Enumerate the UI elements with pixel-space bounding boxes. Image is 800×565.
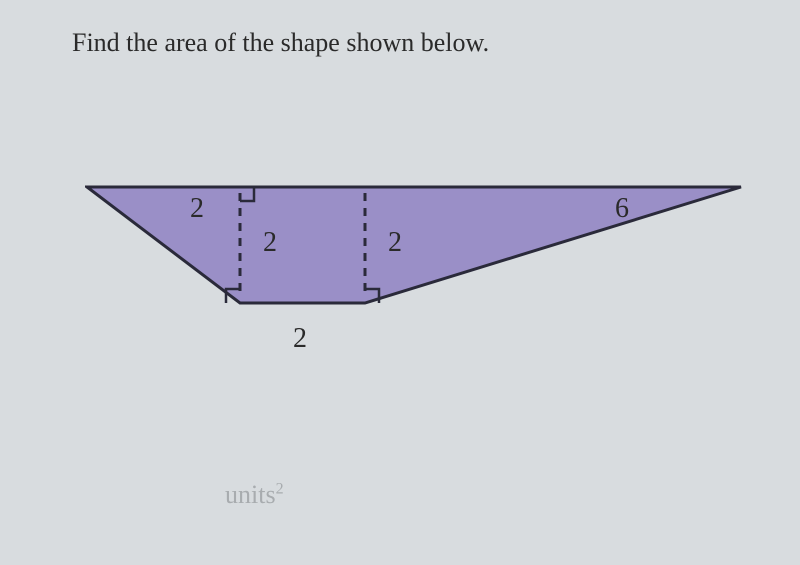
polygon-fill	[87, 187, 741, 303]
units-text: units	[225, 480, 276, 509]
shape-svg	[85, 185, 745, 365]
units-exponent: 2	[276, 480, 284, 497]
label-bottom: 2	[293, 323, 307, 355]
geometry-figure: 2 2 2 6 2	[85, 185, 745, 365]
answer-units: units2	[225, 480, 284, 510]
question-text: Find the area of the shape shown below.	[72, 28, 489, 58]
label-top-right: 6	[615, 193, 629, 225]
label-top-left: 2	[190, 193, 204, 225]
label-height-left: 2	[263, 227, 277, 259]
label-height-right: 2	[388, 227, 402, 259]
